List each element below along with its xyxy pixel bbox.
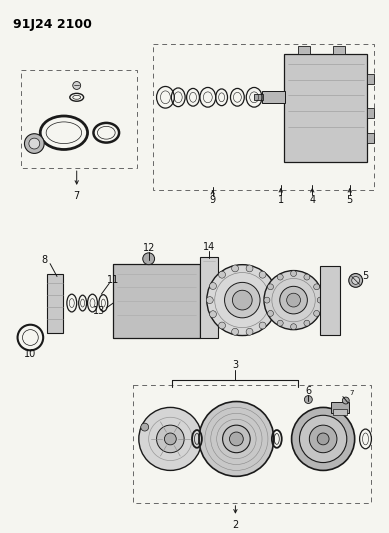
- Text: 2: 2: [232, 520, 238, 530]
- Circle shape: [304, 320, 310, 326]
- Circle shape: [165, 433, 176, 445]
- Circle shape: [317, 433, 329, 445]
- Bar: [47, 273, 63, 333]
- Bar: [152, 44, 374, 190]
- Bar: [368, 108, 374, 118]
- Circle shape: [73, 82, 81, 90]
- Text: 14: 14: [203, 242, 215, 252]
- Circle shape: [349, 273, 363, 287]
- Circle shape: [314, 284, 320, 290]
- Circle shape: [305, 395, 312, 403]
- Circle shape: [219, 271, 226, 278]
- Circle shape: [277, 320, 283, 326]
- Circle shape: [304, 274, 310, 280]
- Circle shape: [272, 297, 278, 304]
- Circle shape: [268, 282, 275, 289]
- Circle shape: [246, 328, 253, 335]
- Circle shape: [259, 271, 266, 278]
- Circle shape: [300, 415, 347, 463]
- Text: 3: 3: [232, 360, 238, 370]
- Text: 6: 6: [305, 386, 312, 395]
- Bar: [368, 133, 374, 143]
- Bar: [21, 70, 137, 168]
- Bar: [298, 46, 310, 54]
- Circle shape: [309, 425, 337, 453]
- Bar: [254, 94, 263, 100]
- Circle shape: [264, 297, 270, 303]
- Circle shape: [264, 271, 323, 329]
- Bar: [133, 385, 371, 503]
- Circle shape: [233, 290, 252, 310]
- Circle shape: [268, 311, 275, 318]
- Circle shape: [199, 401, 274, 477]
- Text: 91J24 2100: 91J24 2100: [12, 18, 91, 30]
- Bar: [284, 54, 368, 162]
- Text: 1: 1: [278, 195, 284, 205]
- Circle shape: [352, 277, 359, 284]
- Circle shape: [210, 311, 216, 318]
- Circle shape: [287, 293, 300, 307]
- Circle shape: [246, 265, 253, 272]
- Text: 7: 7: [349, 390, 354, 395]
- Bar: [320, 265, 340, 335]
- Circle shape: [268, 284, 273, 290]
- Circle shape: [259, 322, 266, 329]
- Circle shape: [292, 407, 355, 471]
- Circle shape: [314, 310, 320, 317]
- Circle shape: [291, 324, 296, 329]
- Text: 13: 13: [93, 306, 105, 316]
- Circle shape: [231, 265, 238, 272]
- Text: 8: 8: [41, 255, 47, 265]
- Circle shape: [223, 425, 250, 453]
- Circle shape: [342, 397, 349, 404]
- Bar: [113, 264, 200, 337]
- Circle shape: [268, 310, 273, 317]
- Circle shape: [231, 328, 238, 335]
- Circle shape: [207, 265, 278, 336]
- Circle shape: [277, 274, 283, 280]
- Text: 11: 11: [107, 276, 119, 285]
- Text: 10: 10: [24, 349, 37, 359]
- Circle shape: [25, 134, 44, 154]
- Circle shape: [291, 271, 296, 277]
- Circle shape: [317, 297, 323, 303]
- Circle shape: [219, 322, 226, 329]
- Text: 9: 9: [210, 195, 216, 205]
- Circle shape: [206, 297, 213, 304]
- Circle shape: [224, 282, 260, 318]
- Circle shape: [210, 282, 216, 289]
- Bar: [333, 409, 347, 415]
- Bar: [368, 74, 374, 84]
- Bar: [200, 257, 218, 337]
- Text: 12: 12: [142, 243, 155, 253]
- Text: 7: 7: [74, 191, 80, 201]
- Text: 5: 5: [363, 271, 369, 281]
- Text: 4: 4: [309, 195, 315, 205]
- Text: 5: 5: [347, 195, 353, 205]
- Bar: [331, 401, 349, 413]
- Circle shape: [143, 253, 154, 265]
- Bar: [262, 91, 285, 103]
- Circle shape: [156, 425, 184, 453]
- Circle shape: [141, 423, 149, 431]
- Circle shape: [29, 138, 40, 149]
- Circle shape: [230, 432, 243, 446]
- Circle shape: [139, 407, 202, 471]
- Bar: [333, 46, 345, 54]
- Circle shape: [280, 286, 307, 314]
- Bar: [113, 264, 200, 337]
